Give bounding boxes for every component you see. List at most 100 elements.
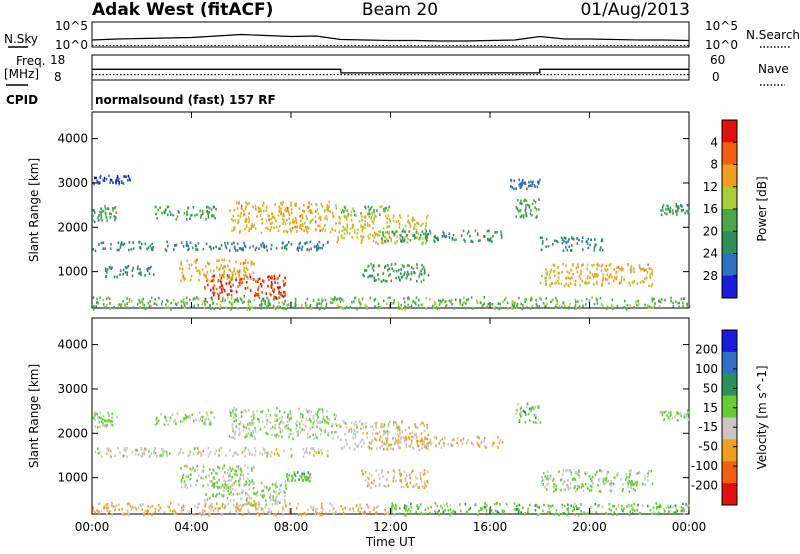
velocity-cell bbox=[630, 483, 632, 487]
velocity-cell bbox=[110, 423, 113, 426]
velocity-cell bbox=[279, 420, 282, 424]
velocity-cell bbox=[229, 499, 232, 502]
power-cell bbox=[210, 208, 213, 211]
power-cell bbox=[424, 232, 427, 236]
power-cell bbox=[194, 259, 196, 263]
velocity-cell bbox=[147, 505, 149, 508]
power-cell bbox=[216, 292, 219, 296]
velocity-cell bbox=[399, 474, 402, 478]
power-cell bbox=[128, 248, 130, 252]
velocity-cell bbox=[409, 510, 412, 513]
velocity-cell bbox=[308, 418, 311, 421]
velocity-cell bbox=[354, 435, 357, 439]
velocity-cell bbox=[364, 512, 366, 515]
velocity-cell bbox=[290, 453, 293, 457]
power-cell bbox=[415, 231, 418, 234]
power-cell bbox=[373, 279, 376, 282]
power-cell bbox=[110, 178, 113, 182]
velocity-cell bbox=[345, 426, 348, 429]
velocity-cell bbox=[636, 480, 639, 484]
power-cell bbox=[155, 205, 157, 209]
velocity-cell bbox=[224, 471, 227, 475]
power-cell bbox=[601, 284, 603, 287]
power-cell bbox=[554, 239, 556, 242]
velocity-cell bbox=[576, 471, 579, 475]
velocity-cell bbox=[409, 476, 411, 480]
power-cell bbox=[434, 302, 437, 306]
velocity-cell bbox=[270, 427, 272, 431]
power-cell bbox=[565, 240, 567, 244]
power-cell bbox=[295, 219, 297, 222]
power-cell bbox=[608, 282, 610, 285]
power-cell bbox=[356, 232, 359, 235]
power-cell bbox=[230, 218, 233, 221]
power-cell bbox=[287, 211, 290, 214]
power-cell bbox=[96, 301, 98, 304]
power-cell bbox=[517, 210, 520, 213]
power-cell bbox=[161, 300, 164, 303]
power-cell bbox=[641, 267, 644, 271]
velocity-cell bbox=[302, 455, 305, 459]
velocity-cell bbox=[187, 415, 189, 419]
power-cell bbox=[439, 299, 442, 303]
power-cell bbox=[103, 176, 106, 180]
velocity-cell bbox=[213, 476, 215, 479]
power-cell bbox=[341, 236, 344, 240]
velocity-cell bbox=[362, 425, 365, 429]
power-cell bbox=[409, 223, 411, 226]
velocity-cell bbox=[576, 507, 578, 511]
velocity-cell bbox=[403, 470, 406, 474]
power-cell bbox=[556, 299, 558, 303]
velocity-cell bbox=[350, 421, 353, 425]
velocity-cell bbox=[405, 445, 408, 449]
power-cell bbox=[220, 288, 223, 291]
power-cell bbox=[354, 296, 356, 300]
velocity-cell bbox=[240, 410, 243, 414]
velocity-cell bbox=[561, 506, 564, 509]
velocity-cell bbox=[575, 505, 577, 508]
velocity-cell bbox=[250, 467, 253, 470]
power-cell bbox=[233, 267, 236, 270]
power-cell bbox=[409, 238, 412, 242]
velocity-cell bbox=[162, 447, 164, 451]
power-cell bbox=[374, 214, 376, 217]
power-cell bbox=[108, 266, 111, 269]
velocity-cell bbox=[586, 471, 588, 475]
velocity-cell bbox=[590, 479, 593, 483]
power-cell bbox=[600, 303, 603, 306]
power-cell bbox=[352, 207, 354, 211]
velocity-cell bbox=[236, 473, 238, 477]
power-cell bbox=[361, 238, 363, 241]
velocity-cell bbox=[231, 436, 233, 439]
power-cell bbox=[260, 209, 262, 213]
power-cell bbox=[525, 204, 527, 207]
velocity-cell bbox=[687, 418, 690, 421]
power-cell bbox=[105, 275, 107, 279]
velocity-cell bbox=[429, 511, 431, 515]
power-cell bbox=[110, 212, 112, 216]
velocity-cell bbox=[143, 450, 146, 454]
velocity-cell bbox=[269, 454, 272, 458]
velocity-cell bbox=[560, 479, 562, 482]
power-cell bbox=[551, 299, 554, 302]
velocity-cell bbox=[277, 434, 280, 438]
velocity-cell bbox=[248, 487, 251, 491]
power-cell bbox=[271, 277, 273, 280]
power-cell bbox=[364, 226, 366, 229]
power-cell bbox=[565, 264, 567, 267]
velocity-cell bbox=[293, 471, 296, 474]
velocity-cell bbox=[94, 414, 96, 417]
power-cell bbox=[677, 301, 680, 305]
power-cell bbox=[117, 241, 120, 244]
power-cell bbox=[385, 206, 387, 210]
velocity-cell bbox=[121, 513, 124, 516]
velocity-cell bbox=[533, 407, 535, 411]
power-cell bbox=[436, 238, 439, 242]
velocity-cell bbox=[236, 453, 239, 456]
power-cell bbox=[373, 276, 376, 280]
power-cell bbox=[199, 272, 201, 276]
power-cell bbox=[166, 205, 169, 209]
velocity-cell bbox=[238, 433, 240, 437]
power-cell bbox=[662, 203, 665, 207]
velocity-cell bbox=[191, 413, 193, 417]
